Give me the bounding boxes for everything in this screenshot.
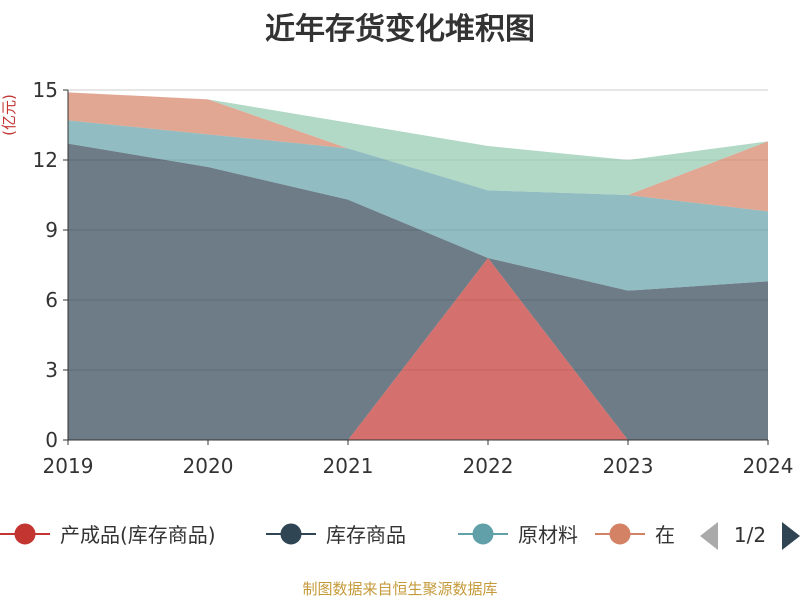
footer-source: 制图数据来自恒生聚源数据库 — [302, 580, 498, 598]
legend-label: 原材料 — [518, 523, 578, 547]
area-series-4 — [68, 92, 768, 195]
legend-label: 产成品(库存商品) — [60, 523, 216, 547]
legend-next-icon[interactable] — [782, 522, 800, 550]
legend-label: 库存商品 — [326, 523, 406, 547]
area-series-3 — [68, 92, 768, 212]
legend-marker-icon — [14, 523, 36, 545]
y-tick-label: 0 — [45, 428, 58, 452]
chart-title: 近年存货变化堆积图 — [265, 12, 535, 47]
legend-page-indicator: 1/2 — [734, 523, 766, 547]
legend-item[interactable]: 产成品(库存商品) — [0, 523, 216, 547]
legend-marker-icon — [280, 523, 302, 545]
x-tick-label: 2024 — [743, 454, 794, 478]
legend-prev-icon[interactable] — [700, 522, 718, 550]
x-tick-label: 2021 — [323, 454, 374, 478]
legend-item[interactable]: 原材料 — [458, 523, 578, 547]
y-tick-label: 3 — [45, 358, 58, 382]
legend-item[interactable]: 库存商品 — [266, 523, 406, 547]
area-series-2 — [68, 120, 768, 291]
legend-items: 产成品(库存商品) 库存商品 原材料 在 — [0, 523, 675, 547]
legend-item[interactable]: 在 — [595, 523, 675, 547]
legend-marker-icon — [472, 523, 494, 545]
y-tick-label: 15 — [33, 78, 58, 102]
y-tick-label: 9 — [45, 218, 58, 242]
y-tick-label: 6 — [45, 288, 58, 312]
y-axis-label: (亿元) — [0, 94, 18, 136]
x-tick-label: 2019 — [43, 454, 94, 478]
legend: 产成品(库存商品) 库存商品 原材料 在 1/2 — [0, 522, 800, 550]
legend-label: 在 — [655, 523, 675, 547]
y-tick-label: 12 — [33, 148, 58, 172]
x-tick-label: 2020 — [183, 454, 234, 478]
area-series — [68, 92, 768, 440]
x-tick-label: 2023 — [603, 454, 654, 478]
area-series-1 — [68, 143, 768, 440]
legend-marker-icon — [609, 523, 631, 545]
x-tick-label: 2022 — [463, 454, 514, 478]
axes: 0 3 6 9 12 15 2019 2020 2021 2022 2023 2024 — [33, 78, 794, 478]
